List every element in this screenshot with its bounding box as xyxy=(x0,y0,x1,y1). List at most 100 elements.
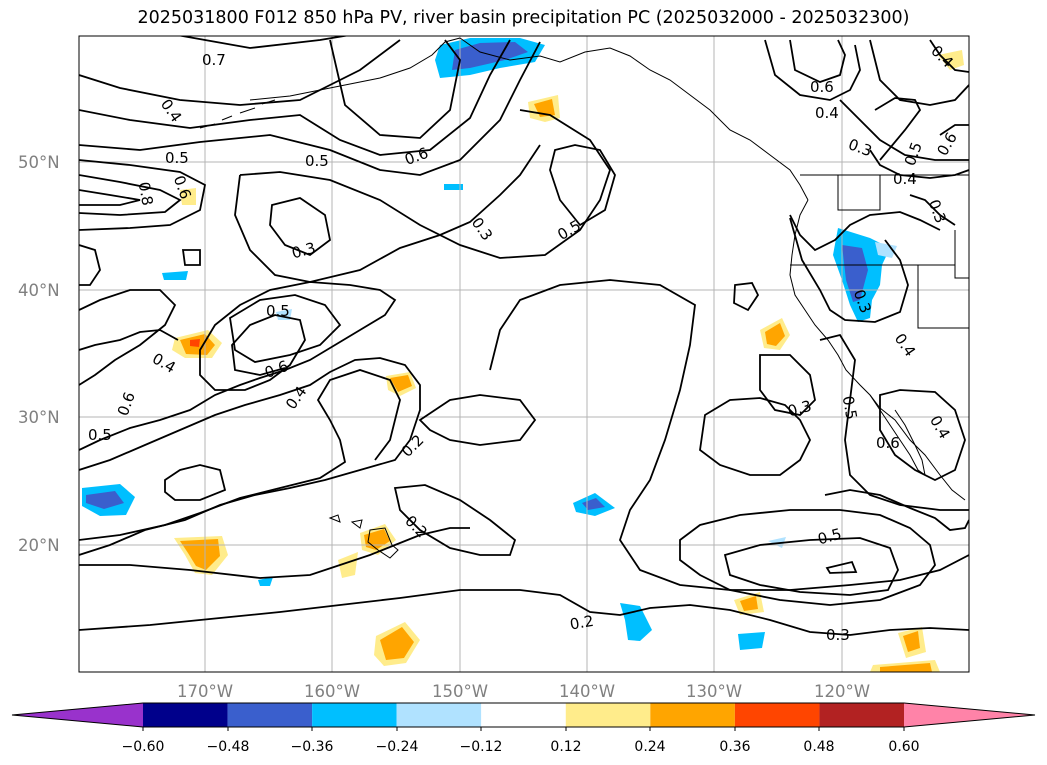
contour-label: 0.3 xyxy=(468,214,496,244)
colorbar-tick-label: −0.48 xyxy=(207,739,250,755)
pv-contour xyxy=(181,249,201,266)
contour-label: 0.5 xyxy=(554,216,584,244)
precip-shade-pos xyxy=(765,323,785,346)
pv-contour xyxy=(79,369,401,541)
longitude-label: 120°W xyxy=(814,682,870,701)
pv-contour xyxy=(699,397,812,476)
contour-labels: 0.7 0.4 0.5 0.5 0.6 0.8 0.6 0.3 0.3 0.5 … xyxy=(88,42,961,644)
contour-label: 0.4 xyxy=(891,330,919,360)
map-title: 2025031800 F012 850 hPa PV, river basin … xyxy=(137,8,910,28)
contour-label: 0.3 xyxy=(826,626,850,644)
map-frame xyxy=(78,35,970,673)
contour-label: 0.3 xyxy=(925,197,950,226)
pv-contour xyxy=(329,39,461,139)
contour-label: 0.5 xyxy=(266,302,290,320)
pv-contour xyxy=(164,464,227,501)
pv-contour xyxy=(759,354,816,416)
north-america-coastline xyxy=(789,199,966,501)
us-state-borders xyxy=(790,175,969,329)
latitude-label: 30°N xyxy=(18,408,60,427)
pv-contour xyxy=(679,509,936,606)
colorbar-segment xyxy=(481,703,566,727)
pv-contour xyxy=(418,394,537,446)
latitude-label: 20°N xyxy=(18,536,60,555)
contour-label: 0.5 xyxy=(839,394,861,421)
contour-label: 0.3 xyxy=(786,397,814,421)
precip-shade-neg xyxy=(86,491,124,509)
pv-contour xyxy=(269,197,331,257)
precip-shade-neg xyxy=(444,184,463,190)
colorbar-extend-low xyxy=(12,703,143,727)
pv-contour xyxy=(79,189,141,206)
colorbar-extend-high xyxy=(904,703,1035,727)
pv-contour xyxy=(824,489,969,531)
pv-contour xyxy=(869,149,969,179)
contour-label: 0.4 xyxy=(282,383,310,413)
pv-contour xyxy=(939,124,969,136)
precip-shade-pos xyxy=(180,188,196,205)
pv-contour xyxy=(79,281,397,451)
pv-contour xyxy=(79,174,182,216)
colorbar-tick-label: 0.60 xyxy=(888,739,919,755)
map-area xyxy=(79,36,969,672)
colorbar-tick-label: −0.24 xyxy=(376,739,419,755)
coastlines xyxy=(199,37,969,559)
contour-label: 0.2 xyxy=(398,431,428,461)
pv-contour xyxy=(819,333,969,511)
contour-label: 0.5 xyxy=(305,152,329,170)
contour-label: 0.4 xyxy=(149,349,179,377)
longitude-label: 140°W xyxy=(559,682,615,701)
contour-label: 0.6 xyxy=(876,434,900,452)
colorbar-tick-label: 0.36 xyxy=(719,739,750,755)
pv-contour xyxy=(839,99,969,161)
precip-shade-pos xyxy=(380,627,414,660)
colorbar-segment xyxy=(565,703,651,727)
precip-shade-neg xyxy=(258,577,273,586)
pv-contour xyxy=(869,39,969,106)
pv-contour xyxy=(79,39,511,156)
longitude-label: 150°W xyxy=(432,682,488,701)
colorbar-tick-label: 0.24 xyxy=(634,739,665,755)
precip-shading xyxy=(82,38,964,672)
contour-label: 0.5 xyxy=(816,525,844,549)
precip-shade-neg xyxy=(738,632,765,650)
colorbar-segment xyxy=(650,703,735,727)
pv-contour xyxy=(879,389,966,482)
precip-shade-pos xyxy=(190,339,200,347)
pv-contour xyxy=(764,39,861,101)
precip-shade-pos xyxy=(180,539,220,570)
colorbar-segments xyxy=(12,703,1035,727)
pv-contours xyxy=(79,36,969,636)
hawaii-islands xyxy=(328,514,399,559)
contour-label: 0.8 xyxy=(135,180,157,207)
longitude-label: 130°W xyxy=(686,682,742,701)
precip-shade-neg xyxy=(875,242,897,258)
contour-label: 0.5 xyxy=(88,426,112,444)
pv-contour xyxy=(789,217,909,323)
colorbar: −0.60 −0.48 −0.36 −0.24 −0.12 0.12 0.24 … xyxy=(11,702,1036,755)
latitude-label: 40°N xyxy=(18,281,60,300)
pv-contour xyxy=(929,39,969,73)
precip-shade-pos xyxy=(338,552,358,578)
pv-contour xyxy=(393,484,517,556)
contour-label: 0.4 xyxy=(893,170,917,188)
pv-contour xyxy=(79,244,101,286)
precip-shade-neg xyxy=(162,271,188,280)
precip-shade-neg xyxy=(452,42,528,70)
pv-contour xyxy=(489,279,969,591)
precip-shade-pos xyxy=(903,631,920,652)
pv-contour xyxy=(789,39,846,83)
colorbar-segment xyxy=(312,703,397,727)
precip-shade-pos xyxy=(390,375,412,392)
colorbar-tick-label: −0.12 xyxy=(460,739,503,755)
precip-shade-pos xyxy=(740,596,758,611)
pv-contour xyxy=(79,289,177,386)
colorbar-segment xyxy=(819,703,904,727)
colorbar-segment xyxy=(396,703,482,727)
latitude-label: 50°N xyxy=(18,153,60,172)
precip-shade-pos xyxy=(938,50,964,70)
precip-shade-neg xyxy=(842,245,868,302)
pv-contour xyxy=(79,39,401,106)
pv-contour xyxy=(79,159,207,231)
